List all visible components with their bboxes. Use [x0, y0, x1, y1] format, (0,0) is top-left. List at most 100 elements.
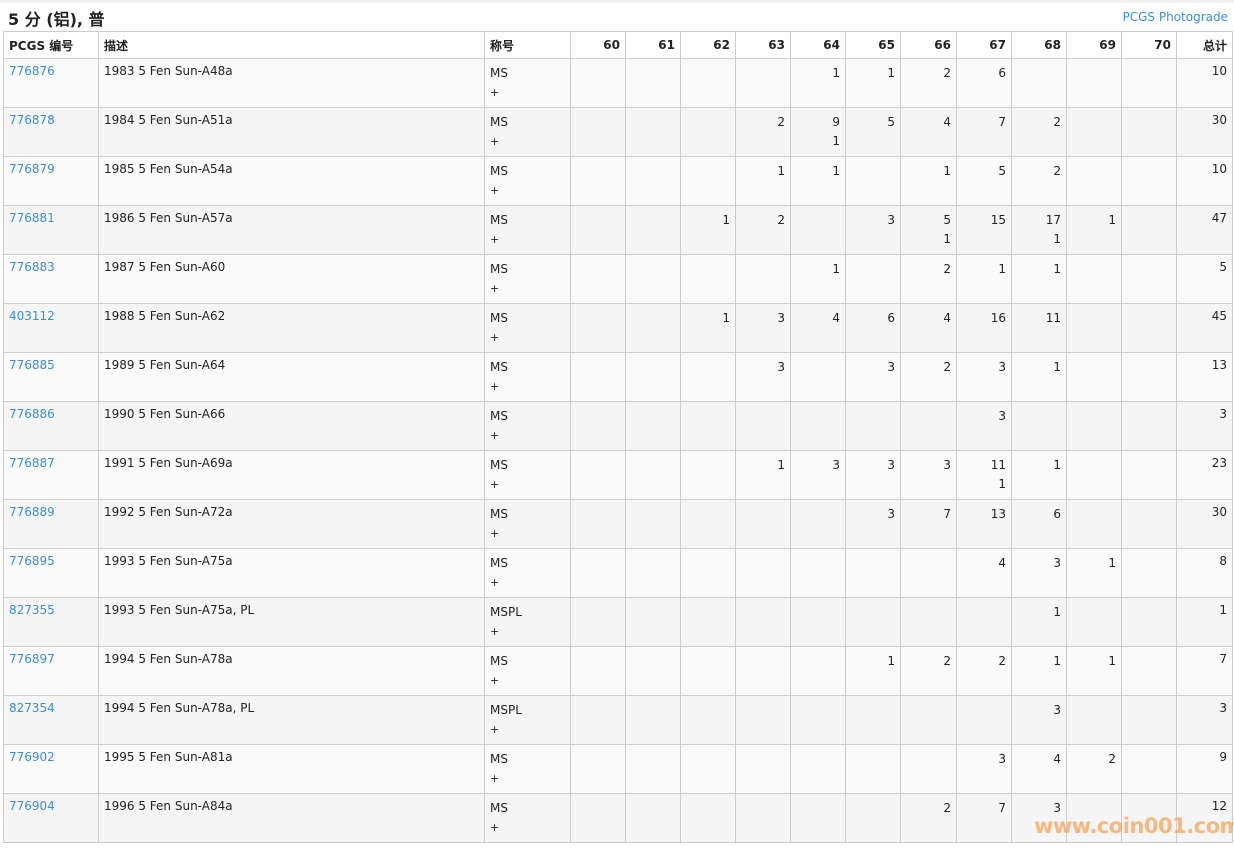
grade-count[interactable]: 2 — [998, 654, 1006, 668]
grade-plus-count[interactable] — [631, 524, 675, 543]
grade-count[interactable] — [796, 554, 840, 573]
grade-count[interactable] — [686, 505, 730, 524]
grade-count[interactable]: 5 — [943, 213, 951, 227]
grade-plus-count[interactable] — [631, 671, 675, 690]
grade-count[interactable] — [1127, 113, 1171, 132]
grade-plus-count[interactable] — [906, 524, 951, 543]
grade-plus-count[interactable] — [741, 230, 785, 249]
grade-count[interactable] — [1072, 358, 1116, 377]
grade-plus-count[interactable] — [576, 475, 620, 494]
grade-plus-count[interactable] — [1017, 671, 1061, 690]
grade-count[interactable] — [741, 505, 785, 524]
grade-count[interactable] — [576, 260, 620, 279]
grade-plus-count[interactable] — [686, 818, 730, 837]
grade-plus-count[interactable] — [1127, 83, 1171, 102]
grade-count[interactable] — [741, 260, 785, 279]
grade-count[interactable] — [741, 750, 785, 769]
photograde-link[interactable]: PCGS Photograde — [1122, 10, 1228, 24]
grade-count[interactable] — [576, 358, 620, 377]
grade-plus-count[interactable] — [1072, 279, 1116, 298]
grade-plus-count[interactable] — [631, 573, 675, 592]
grade-plus-count[interactable] — [796, 181, 840, 200]
grade-plus-count[interactable] — [1017, 720, 1061, 739]
grade-plus-count[interactable] — [851, 83, 895, 102]
pcgs-number-link[interactable]: 776887 — [9, 456, 55, 470]
grade-count[interactable] — [741, 554, 785, 573]
grade-count[interactable] — [1127, 456, 1171, 475]
grade-count[interactable] — [741, 603, 785, 622]
grade-plus-count[interactable] — [1072, 671, 1116, 690]
grade-count[interactable] — [906, 554, 951, 573]
grade-plus-count[interactable] — [1017, 426, 1061, 445]
grade-plus-count[interactable] — [796, 622, 840, 641]
grade-count[interactable]: 3 — [887, 507, 895, 521]
grade-plus-count[interactable] — [1127, 377, 1171, 396]
grade-plus-count[interactable] — [1017, 622, 1061, 641]
grade-count[interactable]: 17 — [1045, 213, 1061, 227]
grade-plus-count[interactable] — [1072, 475, 1116, 494]
grade-count[interactable] — [686, 554, 730, 573]
grade-count[interactable]: 1 — [722, 213, 730, 227]
grade-plus-count[interactable] — [1127, 720, 1171, 739]
grade-plus-count[interactable] — [741, 818, 785, 837]
grade-count[interactable]: 4 — [1053, 752, 1061, 766]
grade-plus-count[interactable] — [796, 720, 840, 739]
grade-plus-count[interactable] — [1072, 328, 1116, 347]
grade-count[interactable]: 1 — [832, 164, 840, 178]
grade-count[interactable] — [1072, 113, 1116, 132]
grade-plus-count[interactable] — [962, 818, 1006, 837]
grade-count[interactable] — [1127, 505, 1171, 524]
grade-count[interactable]: 3 — [1053, 556, 1061, 570]
grade-count[interactable]: 2 — [1053, 164, 1061, 178]
grade-plus-count[interactable] — [796, 818, 840, 837]
grade-plus-count[interactable] — [851, 475, 895, 494]
grade-count[interactable] — [631, 309, 675, 328]
grade-count[interactable] — [631, 260, 675, 279]
grade-count[interactable] — [686, 260, 730, 279]
grade-plus-count[interactable] — [796, 524, 840, 543]
pcgs-number-link[interactable]: 776876 — [9, 64, 55, 78]
grade-plus-count[interactable] — [741, 622, 785, 641]
grade-count[interactable]: 1 — [1108, 654, 1116, 668]
grade-count[interactable] — [1072, 162, 1116, 181]
grade-plus-count[interactable] — [686, 230, 730, 249]
grade-count[interactable] — [1127, 701, 1171, 720]
grade-plus-count[interactable] — [686, 279, 730, 298]
grade-plus-count[interactable] — [631, 181, 675, 200]
grade-count[interactable] — [962, 701, 1006, 720]
grade-count[interactable] — [576, 750, 620, 769]
grade-plus-count[interactable] — [576, 377, 620, 396]
grade-count[interactable] — [1072, 701, 1116, 720]
grade-count[interactable]: 16 — [990, 311, 1006, 325]
grade-plus-count[interactable] — [576, 426, 620, 445]
grade-count[interactable]: 1 — [1053, 458, 1061, 472]
grade-plus-count[interactable] — [1017, 83, 1061, 102]
grade-count[interactable] — [631, 799, 675, 818]
grade-count[interactable]: 4 — [943, 311, 951, 325]
grade-plus-count[interactable] — [851, 426, 895, 445]
grade-plus-count[interactable] — [851, 769, 895, 788]
grade-plus-count[interactable] — [576, 573, 620, 592]
grade-count[interactable]: 2 — [943, 66, 951, 80]
grade-plus-count[interactable] — [796, 769, 840, 788]
grade-count[interactable]: 11 — [1045, 311, 1061, 325]
grade-count[interactable] — [576, 701, 620, 720]
grade-count[interactable] — [1127, 603, 1171, 622]
grade-plus-count[interactable] — [1072, 230, 1116, 249]
grade-plus-count[interactable] — [906, 818, 951, 837]
grade-count[interactable] — [686, 799, 730, 818]
pcgs-number-link[interactable]: 776883 — [9, 260, 55, 274]
grade-plus-count[interactable] — [1127, 181, 1171, 200]
grade-plus-count[interactable] — [576, 230, 620, 249]
grade-plus-count[interactable] — [576, 671, 620, 690]
grade-count[interactable] — [962, 603, 1006, 622]
grade-plus-count[interactable] — [741, 279, 785, 298]
grade-count[interactable] — [1072, 64, 1116, 83]
pcgs-number-link[interactable]: 827354 — [9, 701, 55, 715]
grade-count[interactable] — [741, 799, 785, 818]
grade-count[interactable] — [1127, 554, 1171, 573]
grade-count[interactable]: 3 — [1053, 703, 1061, 717]
grade-plus-count[interactable] — [1127, 573, 1171, 592]
grade-plus-count[interactable] — [1127, 328, 1171, 347]
grade-count[interactable] — [631, 603, 675, 622]
